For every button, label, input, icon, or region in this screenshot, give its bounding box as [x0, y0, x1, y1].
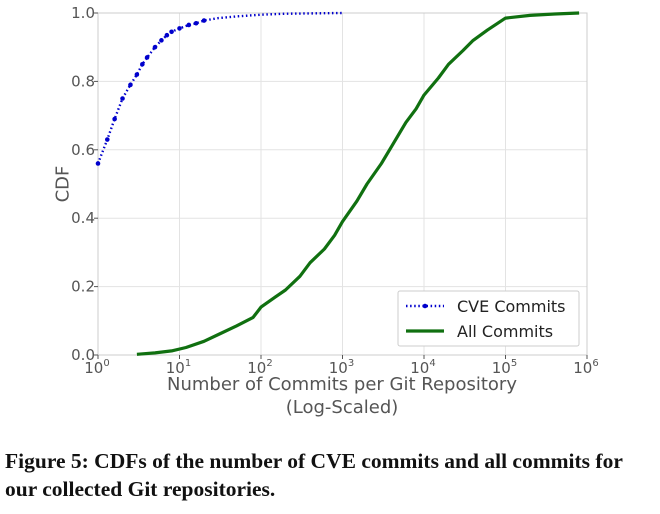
cve-data-point — [144, 55, 150, 60]
series-line-all-commits — [136, 11, 580, 356]
figure-caption: Figure 5: CDFs of the number of CVE comm… — [5, 449, 623, 501]
cve-data-point — [134, 72, 140, 77]
data-series — [95, 11, 580, 356]
y-tick-label: 0.6 — [71, 141, 95, 159]
series-line-cve-commits — [96, 11, 343, 164]
legend-label: All Commits — [457, 322, 553, 341]
cve-data-point — [104, 137, 110, 142]
y-axis-label: CDF — [52, 166, 73, 203]
y-tick-label: 0.8 — [71, 72, 95, 90]
cve-data-point — [177, 26, 182, 31]
x-tick-label: 106 — [573, 358, 598, 377]
cve-data-point — [140, 62, 145, 67]
legend: CVE Commits All Commits — [397, 290, 580, 347]
y-axis-ticks: 0.0 0.2 0.4 0.6 0.8 1.0 — [71, 4, 98, 364]
y-tick-label: 1.0 — [71, 4, 95, 22]
x-axis-label: Number of Commits per Git Repository — [167, 374, 517, 395]
cve-data-point — [112, 116, 117, 122]
x-tick-label: 103 — [329, 358, 354, 377]
cve-data-point — [120, 96, 125, 101]
cve-data-point — [186, 22, 192, 28]
x-tick-label: 104 — [410, 358, 435, 377]
cve-data-point — [159, 38, 164, 43]
cdf-chart: 0.0 0.2 0.4 0.6 0.8 1.0 100 101 102 103 104 105 106… — [52, 4, 599, 418]
x-tick-label: 101 — [166, 358, 191, 377]
cve-data-point — [169, 29, 174, 35]
cve-data-point — [164, 32, 170, 38]
x-tick-label: 100 — [84, 358, 109, 377]
cve-data-point — [95, 161, 101, 166]
cve-data-point — [152, 44, 158, 50]
x-tick-label: 105 — [492, 358, 517, 377]
x-axis-ticks: 100 101 102 103 104 105 106 — [84, 355, 599, 377]
y-tick-label: 0.4 — [71, 209, 95, 227]
x-tick-label: 102 — [247, 358, 272, 377]
cve-data-point — [128, 82, 133, 88]
cve-data-point — [201, 18, 207, 23]
cve-data-point — [193, 20, 199, 26]
y-tick-label: 0.0 — [71, 346, 95, 364]
x-axis-sublabel: (Log-Scaled) — [286, 397, 399, 418]
legend-marker — [422, 303, 428, 309]
legend-label: CVE Commits — [457, 297, 566, 316]
y-tick-label: 0.2 — [71, 278, 95, 296]
